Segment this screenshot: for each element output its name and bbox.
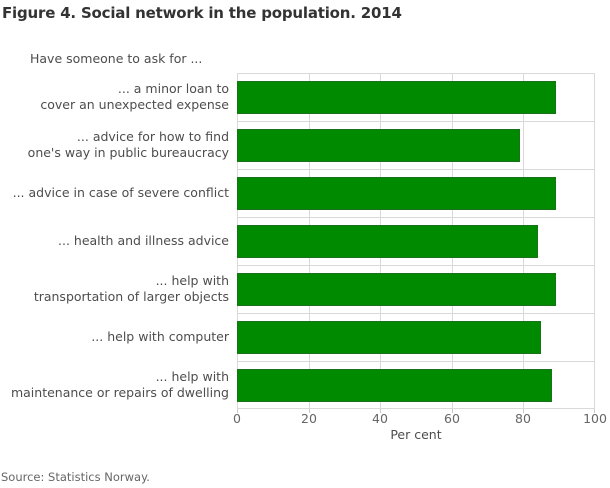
- x-axis-tick-mark: [380, 409, 381, 413]
- x-axis-tick-mark: [309, 409, 310, 413]
- bar: [237, 273, 556, 306]
- horizontal-gridline: [237, 361, 595, 362]
- horizontal-gridline: [237, 73, 595, 74]
- horizontal-gridline: [237, 217, 595, 218]
- category-label: ... advice for how to find one's way in …: [27, 129, 229, 160]
- x-axis-tick-mark: [523, 409, 524, 413]
- bar: [237, 177, 556, 210]
- chart-subtitle: Have someone to ask for ...: [30, 51, 203, 66]
- source-note: Source: Statistics Norway.: [1, 470, 150, 484]
- category-axis-labels: ... a minor loan to cover an unexpected …: [0, 73, 229, 409]
- bar: [237, 321, 542, 354]
- x-axis-tick-label: 0: [233, 411, 241, 426]
- horizontal-gridline: [237, 121, 595, 122]
- bar: [237, 369, 553, 402]
- x-axis-tick-label: 80: [515, 411, 531, 426]
- category-label: ... help with maintenance or repairs of …: [10, 369, 229, 400]
- x-axis-tick-mark: [594, 409, 595, 413]
- horizontal-gridline: [237, 169, 595, 170]
- x-axis-title: Per cent: [390, 427, 442, 442]
- x-axis-tick-label: 100: [583, 411, 607, 426]
- horizontal-gridline: [237, 265, 595, 266]
- bar: [237, 129, 520, 162]
- category-label: ... help with transportation of larger o…: [33, 273, 229, 304]
- category-label: ... a minor loan to cover an unexpected …: [40, 81, 229, 112]
- category-label: ... advice in case of severe conflict: [12, 185, 229, 200]
- x-axis-line: [237, 408, 595, 409]
- chart-title: Figure 4. Social network in the populati…: [2, 4, 402, 22]
- bar: [237, 81, 556, 114]
- x-axis-tick-label: 60: [444, 411, 460, 426]
- category-label: ... help with computer: [91, 329, 229, 344]
- x-axis-tick-label: 20: [301, 411, 317, 426]
- plot-area: [237, 73, 595, 413]
- category-label: ... health and illness advice: [58, 233, 229, 248]
- bar: [237, 225, 538, 258]
- x-axis-tick-mark: [452, 409, 453, 413]
- x-axis-tick-label: 40: [372, 411, 388, 426]
- x-axis-tick-mark: [237, 409, 238, 413]
- horizontal-gridline: [237, 313, 595, 314]
- vertical-gridline: [594, 73, 595, 409]
